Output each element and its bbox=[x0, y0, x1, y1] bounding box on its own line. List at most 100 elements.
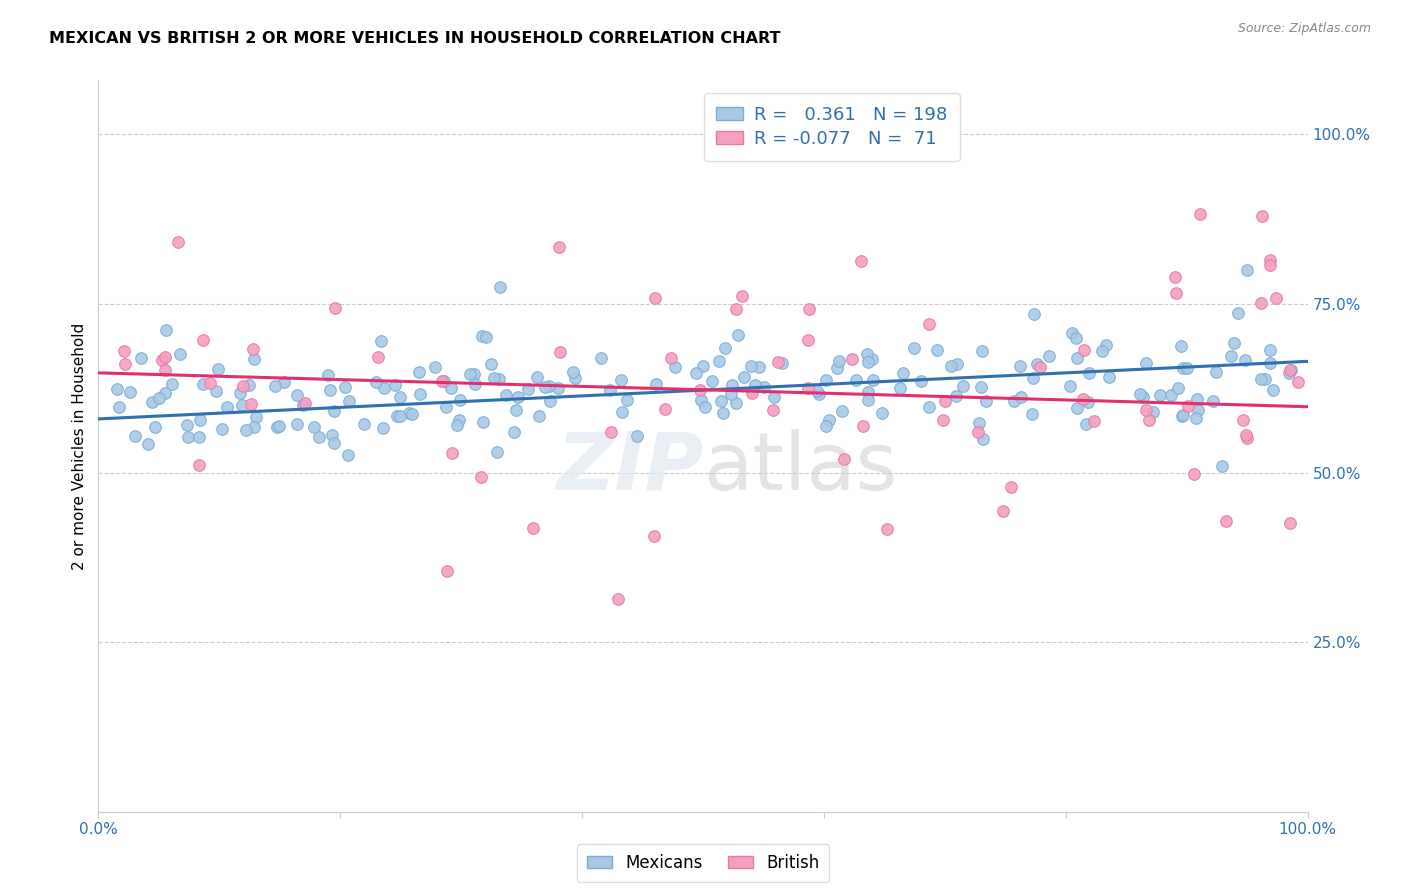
Point bbox=[124, 429, 146, 443]
Point bbox=[1278, 363, 1301, 377]
Point bbox=[814, 418, 837, 433]
Point bbox=[1185, 411, 1208, 425]
Point bbox=[645, 377, 668, 392]
Point bbox=[659, 351, 682, 365]
Legend: R =   0.361   N = 198, R = -0.077   N =  71: R = 0.361 N = 198, R = -0.077 N = 71 bbox=[703, 93, 960, 161]
Point bbox=[1073, 343, 1095, 357]
Point bbox=[160, 377, 183, 392]
Point bbox=[353, 417, 375, 432]
Point bbox=[479, 357, 502, 371]
Point bbox=[1223, 336, 1246, 351]
Point bbox=[1170, 338, 1192, 352]
Point bbox=[108, 400, 131, 414]
Point bbox=[1279, 362, 1302, 376]
Point bbox=[1002, 393, 1025, 408]
Point bbox=[970, 380, 993, 394]
Point bbox=[1187, 403, 1209, 417]
Point bbox=[689, 383, 711, 397]
Text: ZIP: ZIP bbox=[555, 429, 703, 507]
Point bbox=[166, 235, 188, 249]
Point bbox=[475, 330, 498, 344]
Point bbox=[762, 403, 785, 417]
Point bbox=[626, 428, 648, 442]
Point bbox=[1215, 514, 1237, 528]
Point bbox=[526, 370, 548, 384]
Point bbox=[264, 379, 287, 393]
Point bbox=[460, 367, 482, 381]
Point bbox=[242, 420, 264, 434]
Point bbox=[370, 334, 392, 348]
Point bbox=[725, 301, 748, 316]
Point bbox=[806, 384, 828, 398]
Point bbox=[1219, 349, 1241, 363]
Point bbox=[193, 333, 215, 347]
Point bbox=[1066, 351, 1088, 366]
Point bbox=[232, 378, 254, 392]
Point bbox=[690, 392, 713, 407]
Point bbox=[537, 378, 560, 392]
Point bbox=[855, 347, 877, 361]
Point bbox=[1278, 516, 1301, 530]
Point bbox=[495, 388, 517, 402]
Point bbox=[1022, 371, 1045, 385]
Point bbox=[714, 342, 737, 356]
Point bbox=[711, 406, 734, 420]
Y-axis label: 2 or more Vehicles in Household: 2 or more Vehicles in Household bbox=[72, 322, 87, 570]
Point bbox=[114, 357, 136, 371]
Point bbox=[1060, 326, 1083, 340]
Point bbox=[388, 390, 411, 404]
Point bbox=[730, 288, 752, 302]
Point bbox=[616, 392, 638, 407]
Point bbox=[654, 402, 676, 417]
Point bbox=[562, 365, 585, 379]
Point bbox=[724, 396, 747, 410]
Point bbox=[952, 378, 974, 392]
Point bbox=[870, 406, 893, 420]
Point bbox=[143, 420, 166, 434]
Point bbox=[1260, 343, 1282, 358]
Point bbox=[610, 404, 633, 418]
Point bbox=[721, 378, 744, 392]
Point bbox=[1010, 359, 1032, 373]
Point bbox=[1059, 378, 1081, 392]
Point bbox=[1142, 405, 1164, 419]
Point bbox=[910, 374, 932, 388]
Point bbox=[610, 373, 633, 387]
Point bbox=[692, 359, 714, 373]
Point bbox=[1260, 252, 1282, 267]
Point bbox=[832, 452, 855, 467]
Point bbox=[934, 393, 956, 408]
Point bbox=[1064, 331, 1087, 345]
Point bbox=[797, 333, 820, 347]
Point bbox=[333, 380, 356, 394]
Point bbox=[1251, 209, 1274, 223]
Text: atlas: atlas bbox=[703, 429, 897, 507]
Point bbox=[815, 373, 838, 387]
Point bbox=[285, 388, 308, 402]
Point bbox=[1083, 414, 1105, 428]
Point bbox=[169, 347, 191, 361]
Point bbox=[744, 378, 766, 392]
Point bbox=[304, 420, 326, 434]
Point bbox=[436, 564, 458, 578]
Point bbox=[155, 323, 177, 337]
Point bbox=[273, 376, 295, 390]
Point bbox=[463, 368, 485, 382]
Point bbox=[1022, 307, 1045, 321]
Point bbox=[1182, 467, 1205, 481]
Point bbox=[470, 470, 492, 484]
Point bbox=[797, 381, 820, 395]
Point bbox=[918, 317, 941, 331]
Point bbox=[862, 373, 884, 387]
Point bbox=[112, 344, 135, 359]
Point bbox=[1234, 427, 1257, 442]
Point bbox=[319, 384, 342, 398]
Point bbox=[825, 361, 848, 376]
Point bbox=[191, 377, 214, 392]
Point bbox=[1205, 365, 1227, 379]
Point bbox=[799, 302, 821, 317]
Point bbox=[136, 436, 159, 450]
Point bbox=[831, 404, 853, 418]
Point bbox=[242, 342, 264, 356]
Point bbox=[423, 359, 446, 374]
